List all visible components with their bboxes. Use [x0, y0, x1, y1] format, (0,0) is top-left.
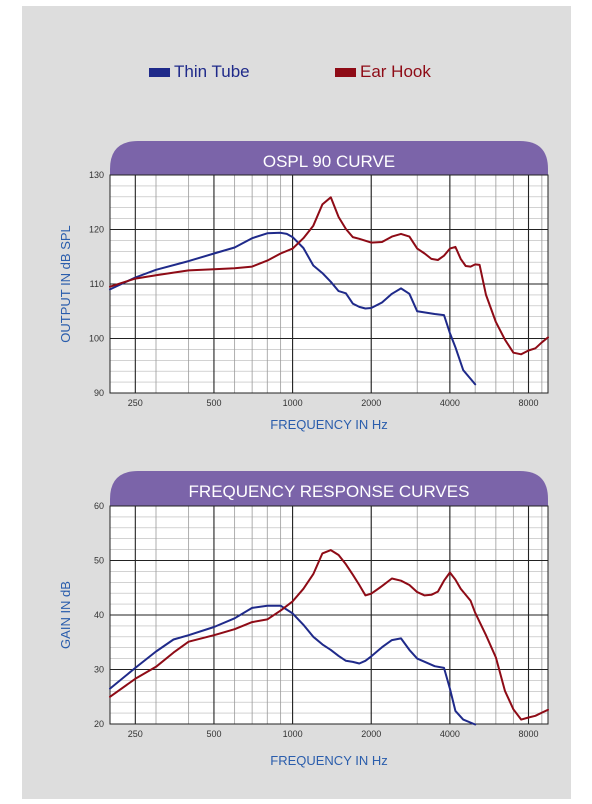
response-x-axis-title: FREQUENCY IN Hz [270, 753, 388, 768]
ospl-y-tick-label: 110 [90, 279, 104, 289]
legend-item-thin-tube: Thin Tube [149, 62, 250, 82]
ospl-title-banner [110, 141, 548, 175]
response-x-tick-label: 2000 [361, 729, 381, 739]
ospl-y-tick-label: 130 [89, 170, 104, 180]
response-y-axis-title: GAIN IN dB [58, 581, 73, 649]
ospl-x-tick-label: 500 [206, 398, 221, 408]
ospl-y-tick-label: 90 [94, 388, 104, 398]
ospl-chart-title: OSPL 90 CURVE [263, 152, 395, 171]
response-x-tick-label: 500 [206, 729, 221, 739]
response-y-tick-label: 30 [94, 665, 104, 675]
response-y-tick-label: 60 [94, 501, 104, 511]
legend-label-ear-hook: Ear Hook [360, 62, 431, 81]
legend-swatch-thin-tube [149, 67, 170, 77]
response-x-tick-label: 8000 [518, 729, 538, 739]
ospl-x-tick-label: 4000 [440, 398, 460, 408]
response-series-ear-hook [109, 549, 549, 721]
response-x-tick-label: 4000 [440, 729, 460, 739]
ospl-y-tick-label: 120 [89, 225, 104, 235]
response-series-thin-tube [109, 604, 477, 726]
response-chart-title: FREQUENCY RESPONSE CURVES [189, 482, 470, 501]
ospl-series-thin-tube [109, 231, 477, 386]
response-y-tick-label: 40 [94, 610, 104, 620]
legend-label-thin-tube: Thin Tube [174, 62, 250, 81]
response-y-tick-label: 50 [94, 556, 104, 566]
legend: Thin Tube Ear Hook [0, 0, 592, 100]
legend-item-ear-hook: Ear Hook [335, 62, 431, 82]
ospl-x-axis-title: FREQUENCY IN Hz [270, 417, 388, 432]
response-x-tick-label: 250 [128, 729, 143, 739]
ospl-x-tick-label: 250 [128, 398, 143, 408]
ospl-y-axis-title: OUTPUT IN dB SPL [58, 225, 73, 343]
response-x-tick-label: 1000 [283, 729, 303, 739]
ospl-x-tick-label: 2000 [361, 398, 381, 408]
ospl-y-tick-label: 100 [89, 334, 104, 344]
ospl-plot-frame [109, 174, 549, 394]
response-y-tick-label: 20 [94, 719, 104, 729]
ospl-x-tick-label: 8000 [518, 398, 538, 408]
legend-swatch-ear-hook [335, 67, 356, 77]
ospl-series-ear-hook [109, 196, 549, 356]
response-title-banner [110, 471, 548, 506]
response-plot-frame [109, 505, 549, 725]
ospl-x-tick-label: 1000 [283, 398, 303, 408]
